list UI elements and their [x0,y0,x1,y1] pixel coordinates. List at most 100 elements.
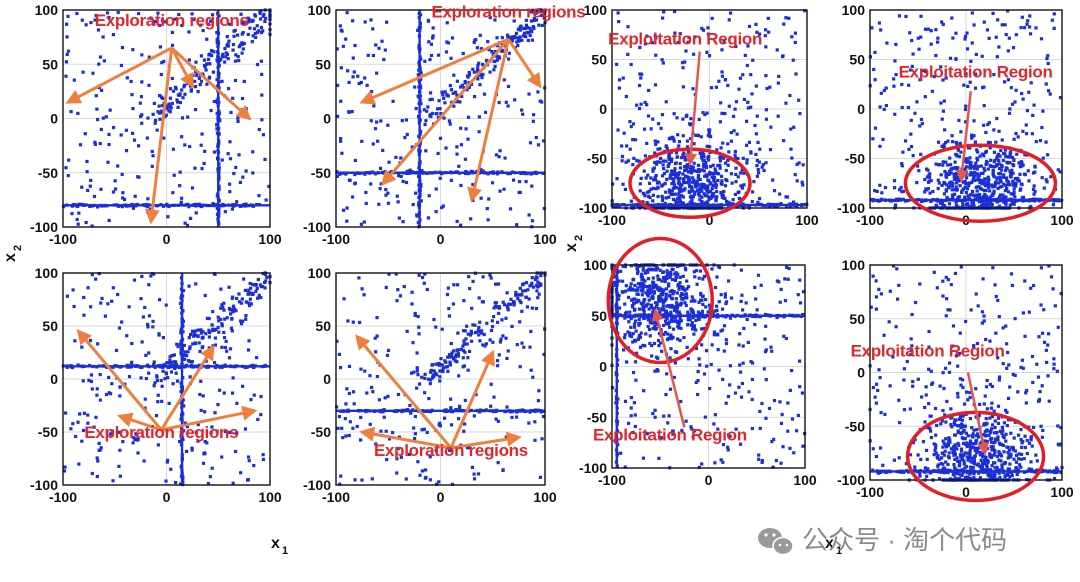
data-point [539,273,543,278]
data-point [642,297,647,302]
data-point [217,319,221,323]
data-point [167,102,171,106]
data-point [451,349,456,353]
data-point [246,16,250,20]
x-tick-label: -100 [49,231,77,247]
data-point [712,178,716,182]
data-point [779,287,783,292]
data-point [125,76,129,80]
data-point [1008,203,1012,207]
data-point [431,26,435,30]
data-point [941,78,945,82]
data-point [133,194,137,198]
data-point [702,152,706,157]
data-point [472,477,477,481]
data-point [151,319,155,324]
data-point [693,35,697,39]
data-point [1018,172,1022,176]
data-point [120,45,125,50]
data-point [877,21,882,25]
data-point [619,451,623,455]
data-point [506,35,510,39]
data-point [742,97,746,102]
data-point [687,284,691,289]
data-point [505,356,509,361]
data-point [660,297,664,301]
data-point [259,25,264,30]
data-point [534,18,539,22]
data-point [685,139,689,143]
data-point [536,296,540,300]
data-point [664,287,669,291]
data-point [89,305,93,309]
data-point [241,175,245,179]
data-point [416,460,420,464]
data-point [996,181,1001,185]
data-point [261,453,265,457]
data-point [629,325,633,329]
data-point [974,185,978,189]
data-point [669,270,673,275]
data-point [661,304,665,308]
data-point [528,345,532,349]
data-point [708,145,712,149]
data-point [763,34,767,38]
data-point [665,269,669,273]
data-point [950,16,954,20]
data-point [467,349,472,353]
data-point [423,59,427,63]
data-point [166,215,170,219]
data-point [71,422,75,426]
data-point [929,178,933,183]
data-point [651,326,655,331]
data-point [720,48,724,52]
data-point [642,127,647,131]
data-point [158,117,162,121]
data-point [227,356,232,360]
data-point [873,189,877,193]
data-point [690,180,695,184]
data-point [678,338,682,342]
y-tick-label: -50 [311,424,331,440]
data-point [686,150,691,154]
data-point [245,20,249,24]
data-point [1002,80,1007,84]
data-point [247,288,251,292]
data-point [985,201,990,205]
data-point [668,305,673,309]
data-point [146,197,150,201]
data-point [260,118,264,122]
data-point [410,145,414,149]
data-point [696,176,700,180]
data-point [940,20,944,24]
data-point [466,332,470,336]
data-point [210,425,214,429]
data-point [246,478,250,482]
data-point [727,200,731,204]
data-point [151,325,155,329]
data-point [681,66,685,70]
data-point [391,431,395,435]
data-point [786,429,790,433]
data-point [249,286,253,290]
data-point [741,156,745,160]
data-point [178,184,182,188]
annotation-arrow [449,349,495,449]
data-point [884,103,888,108]
data-point [1007,111,1012,115]
data-point [463,398,467,403]
data-point [98,398,102,402]
data-point [415,366,419,370]
data-point [505,291,509,295]
data-point [146,116,150,120]
data-point [964,104,968,108]
data-point [381,148,385,153]
data-point [908,68,913,72]
data-point [691,298,696,302]
data-point [954,31,958,35]
data-point [519,293,524,297]
data-point [532,26,536,30]
data-point [982,166,986,170]
data-point [95,456,99,460]
